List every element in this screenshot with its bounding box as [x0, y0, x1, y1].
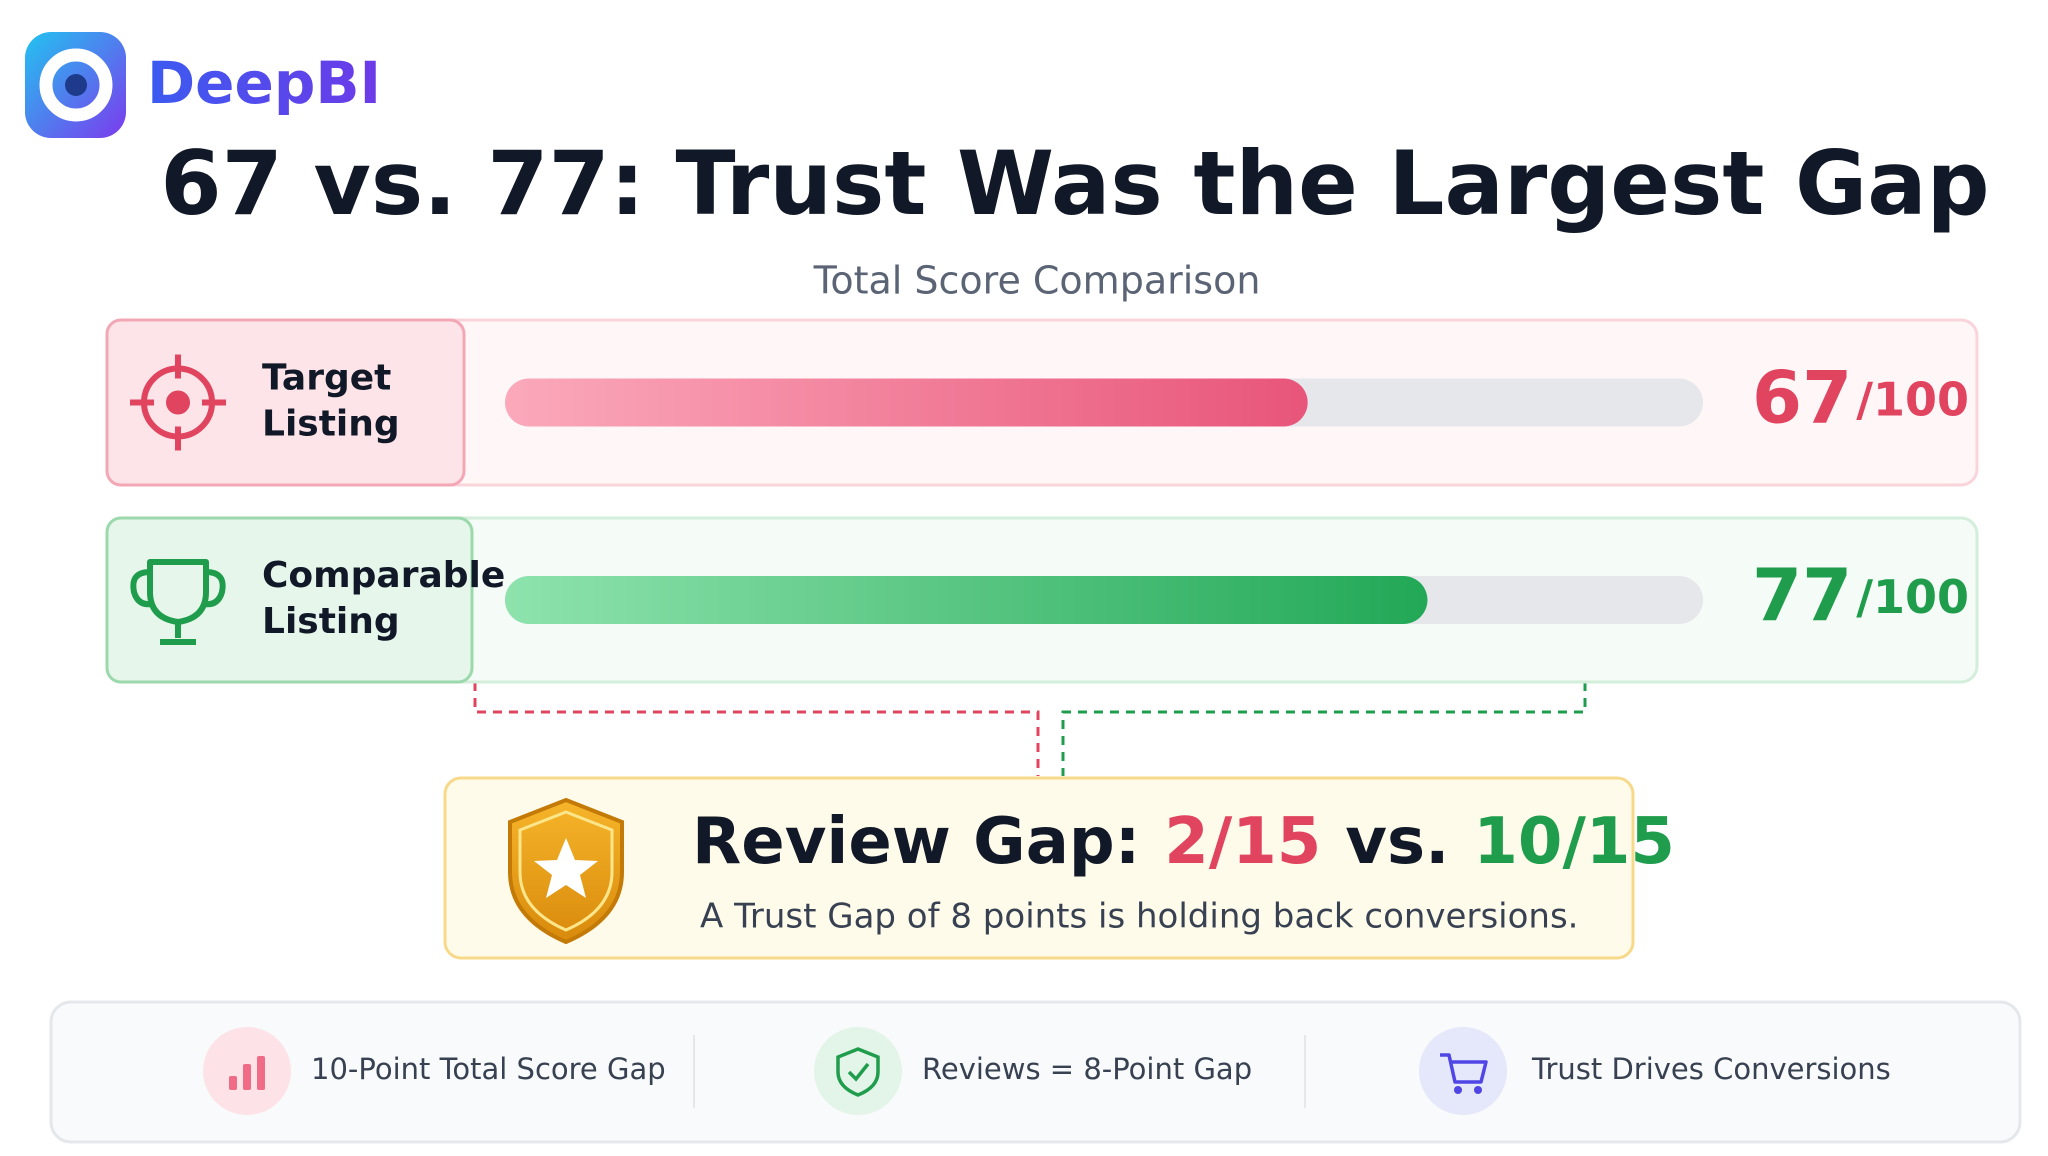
score-value: 67 — [1752, 355, 1852, 439]
row-label: Listing — [262, 404, 400, 445]
subtitle: Total Score Comparison — [813, 259, 1261, 303]
comparable-review: 10/15 — [1473, 805, 1675, 879]
joiner: vs. — [1345, 805, 1449, 879]
label-box — [105, 318, 466, 487]
footer-item: Trust Drives Conversions — [1531, 1052, 1891, 1086]
label-box — [105, 516, 474, 684]
score-value: 77 — [1752, 553, 1852, 637]
brand: DeepBI — [147, 49, 381, 117]
review-box — [443, 776, 1635, 960]
icon — [166, 390, 190, 415]
target-review: 2/15 — [1164, 805, 1321, 879]
review-heading: Review Gap: 2/15 vs. 10/15 — [692, 805, 1675, 879]
review-label: Review Gap: — [692, 805, 1140, 879]
score-max: /100 — [1856, 570, 1969, 624]
score: 67/100 — [1752, 355, 1969, 439]
connector — [1061, 682, 1587, 776]
footer-item: 10-Point Total Score Gap — [311, 1052, 666, 1086]
bar — [505, 576, 1428, 624]
logo — [25, 32, 126, 138]
title: 67 vs. 77: Trust Was the Largest Gap — [160, 132, 1989, 235]
icon — [130, 559, 226, 645]
score: 77/100 — [1752, 553, 1969, 637]
icon — [130, 354, 226, 451]
bar — [505, 378, 1308, 427]
row-label: Listing — [262, 601, 400, 642]
review-note: A Trust Gap of 8 points is holding back … — [700, 897, 1578, 937]
footer-item: Reviews = 8-Point Gap — [922, 1052, 1252, 1086]
row-label: Target — [262, 358, 391, 399]
connector — [473, 682, 1040, 776]
row-label: Comparable — [262, 555, 505, 596]
footer — [49, 1000, 2022, 1144]
score-max: /100 — [1856, 372, 1969, 426]
